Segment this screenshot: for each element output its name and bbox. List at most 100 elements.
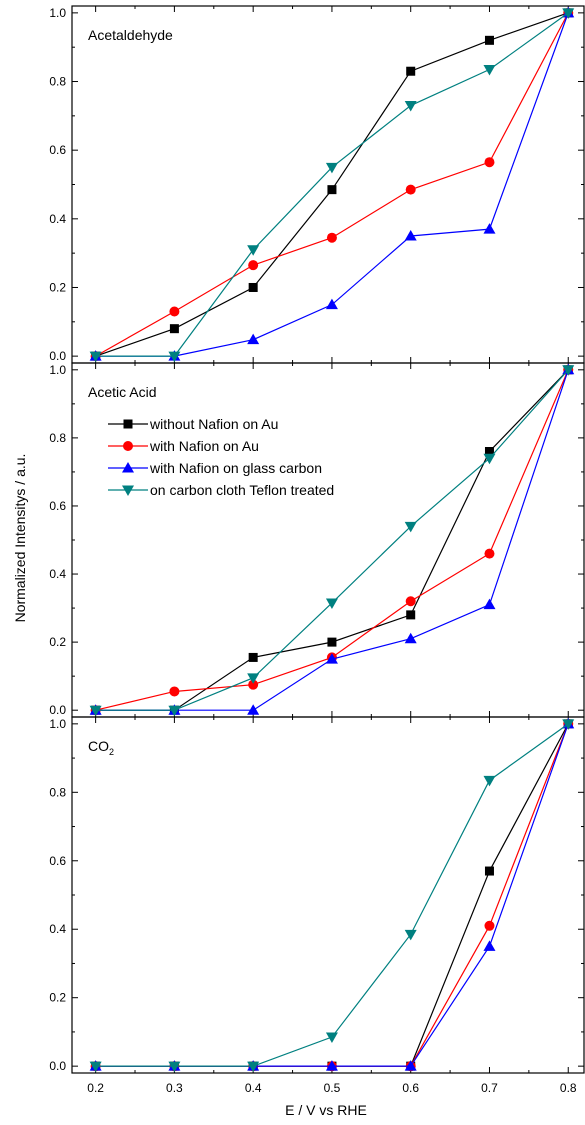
- data-point: [247, 333, 260, 345]
- panel-label: CO2: [88, 738, 114, 757]
- data-point: [325, 1060, 338, 1071]
- data-point: [483, 598, 496, 610]
- y-tick-label: 0.4: [49, 212, 66, 226]
- x-tick-label: 0.8: [560, 1081, 577, 1095]
- y-tick-label: 1.0: [49, 717, 66, 731]
- data-point: [484, 548, 495, 559]
- data-point: [325, 298, 338, 310]
- data-point: [247, 673, 260, 684]
- data-point: [483, 775, 496, 787]
- y-tick-label: 0.4: [49, 922, 66, 936]
- series-with-nafion-on-glass-carbon: [89, 6, 575, 361]
- data-point: [404, 929, 417, 941]
- panel-label: Acetic Acid: [88, 384, 156, 400]
- data-point: [89, 1061, 102, 1073]
- data-point: [406, 610, 416, 620]
- data-point: [483, 453, 496, 465]
- y-tick-label: 0.6: [49, 499, 66, 513]
- data-point: [325, 162, 338, 174]
- panel-label: Acetaldehyde: [88, 27, 173, 43]
- series-line: [95, 723, 569, 1067]
- data-point: [404, 521, 417, 533]
- chart-panel-3: 0.0 0.2 0.4 0.6 0.8 1.0 0.2 0.3 0.4 0.5 0.6 0.7 0.8 C…: [49, 716, 585, 1095]
- data-point: [89, 705, 102, 717]
- data-point: [248, 282, 258, 292]
- series-on-carbon-cloth-teflon-treated: [89, 8, 575, 363]
- x-tick-label: 0.2: [87, 1081, 104, 1095]
- x-tick-label: 0.5: [324, 1081, 341, 1095]
- legend-marker: [123, 419, 133, 429]
- data-point: [404, 1060, 417, 1071]
- y-tick-label: 0.2: [49, 635, 66, 649]
- series-on-carbon-cloth-teflon-treated: [89, 719, 575, 1073]
- chart-panel-2: 0.0 0.2 0.4 0.6 0.8 1.0 Acetic Acid without Naf…: [49, 362, 585, 718]
- data-point: [168, 1061, 181, 1073]
- data-point: [168, 351, 181, 363]
- data-point: [483, 223, 496, 234]
- data-point: [89, 351, 102, 363]
- y-axis-title: Normalized Intensitys / a.u.: [12, 454, 28, 623]
- data-point: [562, 719, 575, 730]
- series-on-carbon-cloth-teflon-treated: [89, 365, 575, 717]
- legend-marker: [122, 485, 134, 496]
- data-point: [406, 66, 416, 76]
- data-point: [562, 8, 575, 19]
- legend-entry-label: without Nafion on Au: [149, 416, 278, 432]
- data-point: [325, 598, 338, 609]
- data-point: [248, 679, 259, 690]
- data-point: [325, 1032, 338, 1044]
- data-point: [483, 65, 496, 76]
- data-point: [405, 184, 416, 195]
- data-point: [169, 306, 180, 317]
- data-point: [484, 447, 494, 456]
- data-point: [484, 866, 494, 876]
- data-point: [168, 705, 181, 717]
- chart-panel-1: 0.0 0.2 0.4 0.6 0.8 1.0 Acetaldehyde: [49, 5, 585, 364]
- y-tick-label: 0.4: [49, 567, 66, 581]
- y-tick-label: 0.6: [49, 143, 66, 157]
- legend-entry-label: with Nafion on Au: [149, 438, 259, 454]
- data-point: [404, 632, 417, 644]
- series-with-nafion-on-au: [90, 7, 574, 362]
- data-point: [484, 157, 495, 168]
- y-tick-label: 0.6: [49, 854, 66, 868]
- y-tick-label: 0.0: [49, 1059, 66, 1073]
- y-tick-label: 0.0: [49, 703, 66, 717]
- data-point: [326, 232, 337, 243]
- data-point: [404, 229, 417, 241]
- plot-frame: [71, 362, 585, 718]
- x-tick-label: 0.7: [481, 1081, 498, 1095]
- y-tick-label: 0.8: [49, 431, 66, 445]
- panels: 0.00.20.40.60.81.0Acetaldehyde0.00.20.40…: [49, 5, 585, 1095]
- data-point: [169, 324, 179, 334]
- plot-frame: [71, 5, 585, 364]
- data-point: [248, 652, 258, 662]
- data-point: [327, 637, 337, 647]
- x-axis-title: E / V vs RHE: [285, 1102, 367, 1118]
- x-tick-label: 0.6: [402, 1081, 419, 1095]
- y-tick-label: 0.2: [49, 280, 66, 294]
- x-tick-label: 0.4: [245, 1081, 262, 1095]
- data-point: [169, 686, 180, 697]
- panel-label-subscript: 2: [109, 747, 114, 757]
- legend-entry-label: on carbon cloth Teflon treated: [150, 482, 334, 498]
- data-point: [484, 35, 494, 45]
- legend-marker: [123, 441, 133, 451]
- data-point: [248, 260, 259, 271]
- y-tick-label: 0.8: [49, 75, 66, 89]
- y-tick-label: 0.2: [49, 991, 66, 1005]
- data-point: [484, 920, 495, 931]
- legend: without Nafion on Au with Nafion on Au wit…: [108, 416, 334, 498]
- data-point: [562, 365, 575, 376]
- data-point: [247, 704, 260, 715]
- data-point: [404, 101, 417, 112]
- y-tick-label: 1.0: [49, 363, 66, 377]
- x-tick-label: 0.3: [166, 1081, 183, 1095]
- data-point: [327, 185, 337, 195]
- y-tick-label: 0.8: [49, 785, 66, 799]
- legend-marker: [122, 462, 134, 473]
- data-point: [247, 1061, 260, 1073]
- y-tick-label: 1.0: [49, 6, 66, 20]
- data-point: [483, 940, 496, 951]
